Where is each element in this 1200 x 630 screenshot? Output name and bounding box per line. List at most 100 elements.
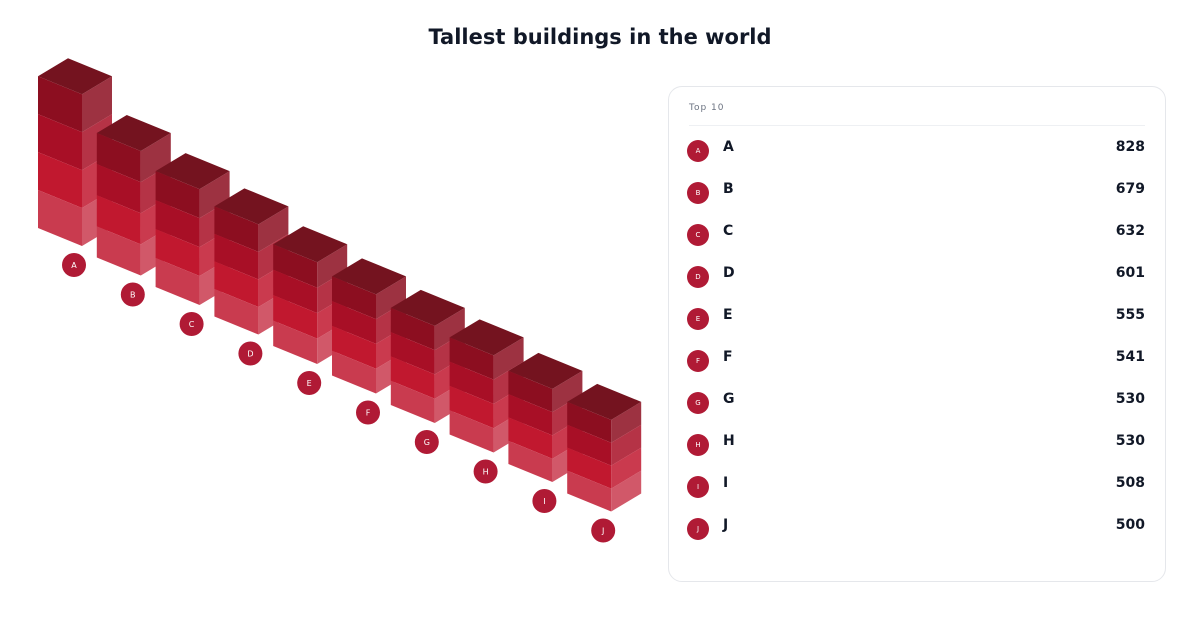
bar-badge-7 — [414, 430, 439, 454]
bar-top — [332, 258, 406, 295]
rank-badge: J — [687, 518, 709, 540]
bar-face-left — [96, 164, 141, 214]
bar-badge-5 — [297, 371, 322, 395]
bar-top — [96, 115, 171, 152]
bar-face-left — [332, 276, 376, 320]
list-item: E E 555 — [687, 305, 1145, 345]
bar-face-left — [390, 307, 435, 351]
bar-face-left — [273, 244, 318, 288]
building-name: A — [723, 139, 734, 155]
list-item: I I 508 — [687, 473, 1145, 513]
rank-badge: H — [687, 434, 709, 456]
bar-label-6: F — [366, 409, 371, 418]
bar-face-left — [567, 424, 612, 466]
bar-face-right — [258, 206, 289, 252]
bar-face-left — [449, 361, 494, 404]
bar-face-left — [214, 288, 259, 335]
bar-face-left — [508, 440, 553, 482]
bar-top — [38, 58, 112, 95]
bar-badge-1 — [62, 253, 86, 277]
bar-face-left — [38, 190, 82, 246]
building-name: H — [723, 433, 735, 449]
rank-badge: D — [687, 266, 709, 288]
building-height: 828 — [1115, 139, 1145, 155]
bar-face-left — [567, 470, 612, 512]
bar-face-left — [96, 226, 141, 276]
building-name: E — [723, 307, 733, 323]
rank-badge: F — [687, 350, 709, 372]
bar-label-1: A — [71, 261, 77, 270]
bar-top — [155, 153, 230, 190]
rank-badge: E — [687, 308, 709, 330]
bar-face-left — [96, 195, 141, 245]
bar-face-right — [82, 76, 112, 133]
building-name: D — [723, 265, 735, 281]
bar-top — [567, 383, 642, 420]
bar-face-right — [434, 307, 465, 351]
building-name: F — [723, 349, 733, 365]
bar-face-right — [376, 276, 406, 320]
bar-face-right — [199, 171, 230, 219]
bar-face-right — [611, 401, 642, 443]
rank-badge: A — [687, 140, 709, 162]
bar-face-right — [611, 447, 642, 489]
bar-badge-2 — [120, 282, 145, 307]
panel-header: Top 10 — [689, 103, 1145, 126]
building-name: B — [723, 181, 734, 197]
rank-badge: G — [687, 392, 709, 414]
bar-face-left — [38, 114, 82, 171]
building-height: 632 — [1115, 223, 1145, 239]
building-height: 530 — [1115, 391, 1145, 407]
rank-badge: C — [687, 224, 709, 246]
building-name: I — [723, 475, 729, 491]
bar-face-left — [38, 76, 82, 133]
bar-face-left — [390, 356, 435, 399]
bar-face-right — [611, 470, 642, 512]
bar-face-left — [214, 261, 259, 307]
building-height: 541 — [1115, 349, 1145, 365]
bar-face-left — [332, 350, 376, 394]
bar-label-2: B — [130, 291, 136, 300]
bar-face-left — [508, 417, 553, 459]
chart-title: Tallest buildings in the world — [428, 25, 772, 49]
bar-badge-4 — [238, 341, 263, 366]
bar-face-left — [508, 370, 553, 413]
bar-badge-6 — [356, 400, 380, 425]
list-item: A A 828 — [687, 137, 1145, 177]
building-height: 679 — [1115, 181, 1145, 197]
bar-label-9: I — [543, 497, 545, 506]
building-name: G — [723, 391, 735, 407]
building-name: C — [723, 223, 734, 239]
building-name: J — [723, 517, 729, 533]
building-height: 555 — [1115, 307, 1145, 323]
bar-top — [390, 289, 465, 326]
bar-chart: A B C D E F G H I J — [38, 58, 642, 543]
building-height: 601 — [1115, 265, 1145, 281]
rank-badge: I — [687, 476, 709, 498]
bar-10 — [567, 383, 642, 512]
list-item: C C 632 — [687, 221, 1145, 261]
list-item: G G 530 — [687, 389, 1145, 429]
bar-badge-9 — [532, 489, 557, 513]
bar-face-left — [155, 200, 200, 248]
bar-face-left — [214, 206, 259, 252]
bar-face-right — [317, 244, 348, 288]
bar-face-right — [611, 424, 642, 466]
bar-label-7: G — [424, 438, 430, 447]
bar-badge-10 — [591, 518, 616, 543]
bar-face-left — [567, 401, 612, 443]
bar-label-5: E — [307, 379, 312, 388]
bar-face-left — [155, 229, 200, 277]
bar-face-right — [493, 337, 524, 380]
list-item: F F 541 — [687, 347, 1145, 387]
bar-face-left — [273, 269, 318, 314]
bar-top — [449, 319, 524, 356]
bar-badge-8 — [473, 459, 498, 484]
bar-face-left — [332, 325, 376, 369]
bar-face-left — [214, 233, 259, 280]
bar-top — [273, 226, 348, 263]
bar-face-left — [273, 320, 318, 364]
bar-face-left — [332, 301, 376, 344]
bar-face-left — [567, 447, 612, 489]
bar-face-left — [449, 410, 494, 453]
